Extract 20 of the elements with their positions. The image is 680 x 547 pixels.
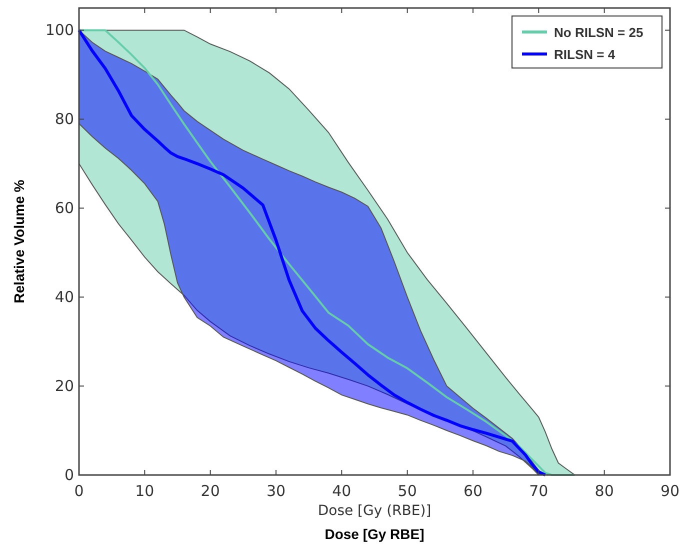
y-tick-label: 80: [54, 110, 74, 128]
x-axis-title: Dose [Gy RBE]: [324, 526, 424, 542]
x-tick-label: 60: [463, 482, 483, 500]
x-tick-label: 40: [332, 482, 352, 500]
x-tick-label: 90: [660, 482, 680, 500]
text: Dose [Gy (RBE)]: [318, 503, 432, 519]
x-tick-label: 70: [529, 482, 548, 500]
x-tick-label: 50: [398, 482, 417, 500]
y-tick-label: 100: [45, 21, 74, 40]
y-tick-label: 40: [54, 288, 74, 306]
legend-label: RILSN = 4: [554, 47, 616, 62]
x-tick-label: 20: [200, 482, 220, 500]
y-axis-title: Relative Volume %: [11, 179, 27, 304]
y-tick-label: 20: [54, 377, 74, 396]
y-tick-label: 60: [54, 199, 74, 218]
x-tick-label: 80: [594, 482, 614, 500]
x-tick-label: 10: [135, 482, 154, 500]
y-tick-label: 0: [64, 466, 74, 484]
x-tick-label: 30: [266, 482, 286, 500]
legend-label: No RILSN = 25: [554, 25, 644, 40]
